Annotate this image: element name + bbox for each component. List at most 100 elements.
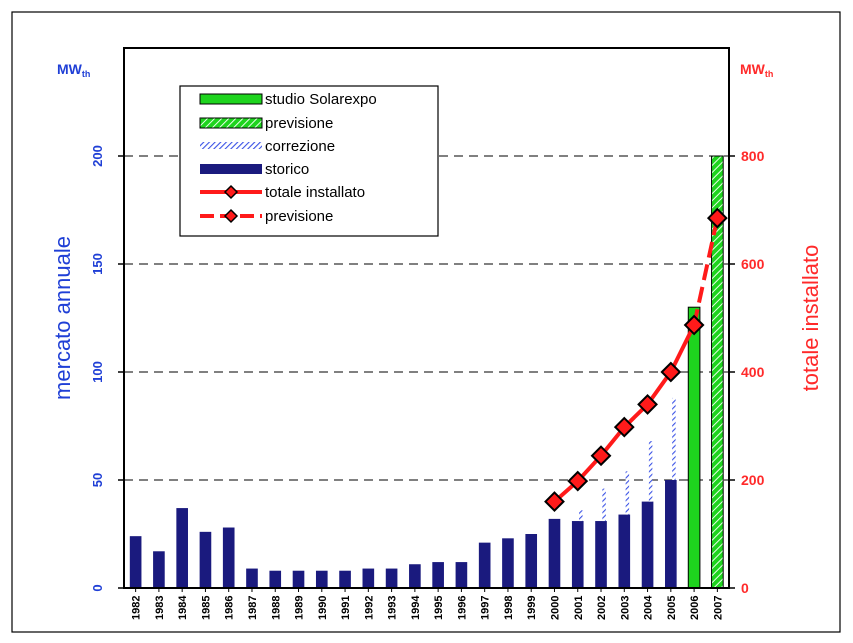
legend-swatch-previsione-marker <box>223 208 239 224</box>
legend-swatch-previsione-bar <box>199 117 263 129</box>
bar-storico <box>571 521 584 588</box>
left-axis-unit: MWth <box>57 61 90 79</box>
left-unit-main: MW <box>57 61 83 77</box>
bar-storico <box>455 562 468 588</box>
x-tick-label: 1993 <box>387 596 399 620</box>
bar-storico <box>153 551 165 588</box>
legend-box <box>179 85 439 237</box>
x-tick-label: 1997 <box>480 596 492 620</box>
bar-storico <box>292 570 305 588</box>
bar-storico <box>478 542 491 588</box>
marker-totale-installato <box>567 470 589 492</box>
x-tick-label: 1992 <box>363 596 375 620</box>
x-tick-label: 2002 <box>596 596 608 620</box>
marker-totale-installato <box>613 416 635 438</box>
bar-correzione <box>625 471 630 515</box>
bar-storico <box>269 570 282 588</box>
x-tick-label: 2004 <box>643 595 655 620</box>
left-tick-label: 200 <box>90 145 105 167</box>
right-tick-label: 600 <box>741 256 765 272</box>
legend-label-solarexpo: studio Solarexpo <box>265 91 377 108</box>
x-tick-label: 1986 <box>224 596 236 620</box>
x-tick-label: 2001 <box>573 596 585 620</box>
legend-swatch-correzione <box>200 142 262 149</box>
x-tick-label: 1995 <box>433 596 445 620</box>
plot-frame <box>123 47 730 589</box>
right-tick-label: 400 <box>741 364 765 380</box>
x-tick-label: 1984 <box>177 595 189 620</box>
figure-border <box>11 11 841 633</box>
right-tick-label: 800 <box>741 148 765 164</box>
left-tick-label: 50 <box>90 473 105 487</box>
bar-storico <box>502 538 514 588</box>
x-tick-label: 1989 <box>294 596 306 620</box>
legend-label-correzione: correzione <box>265 138 335 155</box>
bar-storico <box>176 508 188 588</box>
marker-totale-installato <box>660 361 682 383</box>
bar-storico <box>385 568 398 588</box>
marker-totale-installato <box>544 491 565 513</box>
bar-correzione <box>602 488 606 522</box>
left-tick-label: 0 <box>90 584 105 591</box>
legend-swatch-totale-marker <box>223 184 239 200</box>
x-tick-label: 1983 <box>154 596 166 620</box>
bar-storico <box>665 480 677 588</box>
left-unit-sub: th <box>82 69 91 79</box>
marker-totale-installato <box>637 393 658 415</box>
bar-storico <box>199 531 212 588</box>
bar-storico <box>432 562 444 588</box>
right-tick-label: 200 <box>741 472 765 488</box>
x-tick-label: 1985 <box>200 596 212 620</box>
legend-swatch-storico <box>200 164 262 174</box>
legend: studio Solarexpo previsione correzione s… <box>179 85 439 237</box>
left-tick-label: 100 <box>90 361 105 383</box>
x-tick-label: 1990 <box>317 596 329 620</box>
x-tick-label: 1988 <box>270 596 282 620</box>
right-axis-title: totale installato <box>798 245 823 392</box>
legend-swatch-solarexpo <box>199 93 263 105</box>
bar-storico <box>409 564 421 588</box>
right-axis-unit: MWth <box>740 61 773 79</box>
x-tick-label: 2007 <box>712 596 724 620</box>
bar-storico <box>548 518 561 588</box>
bar-storico <box>315 570 328 588</box>
left-axis-title: mercato annuale <box>50 236 75 400</box>
right-tick-label: 0 <box>741 580 749 596</box>
bar-storico <box>641 501 654 588</box>
bar-storico <box>525 534 538 588</box>
x-tick-label: 2000 <box>549 596 561 620</box>
x-tick-label: 1998 <box>503 596 515 620</box>
right-unit-main: MW <box>740 61 766 77</box>
left-tick-label: 150 <box>90 253 105 275</box>
bar-storico <box>246 568 258 588</box>
x-tick-label: 2005 <box>666 596 678 620</box>
bar-storico <box>362 568 375 588</box>
x-tick-label: 1991 <box>340 596 352 620</box>
line-previsione <box>692 217 720 326</box>
marker-totale-installato <box>590 445 612 467</box>
marker-previsione <box>706 207 728 229</box>
bar-correzione <box>672 397 676 480</box>
x-tick-label: 1994 <box>410 595 422 620</box>
x-tick-label: 1982 <box>131 596 143 620</box>
bar-storico <box>129 536 142 588</box>
x-tick-label: 1999 <box>526 596 538 620</box>
marker-totale-installato <box>683 314 705 336</box>
bar-storico <box>222 527 235 588</box>
bar-storico <box>595 521 607 588</box>
x-tick-label: 2003 <box>619 596 631 620</box>
bar-correzione <box>648 441 653 502</box>
legend-label-previsione-bar: previsione <box>265 115 333 132</box>
bar-storico <box>339 570 351 588</box>
x-tick-label: 1996 <box>456 596 468 620</box>
bar-solarexpo <box>687 306 701 589</box>
legend-label-previsione-line: previsione <box>265 208 333 225</box>
bar-correzione <box>579 510 583 522</box>
right-unit-sub: th <box>765 69 774 79</box>
legend-label-storico: storico <box>265 161 309 178</box>
legend-label-totale: totale installato <box>265 184 365 201</box>
x-tick-label: 2006 <box>689 596 701 620</box>
